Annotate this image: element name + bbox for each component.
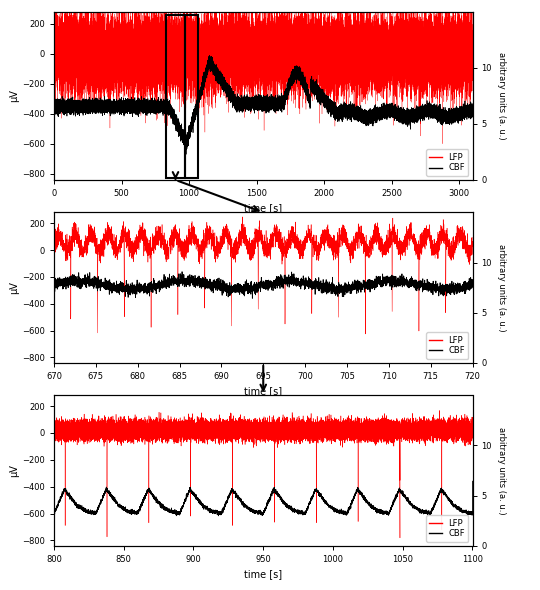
- Y-axis label: arbitrary units (a. u.): arbitrary units (a. u.): [497, 427, 506, 514]
- Y-axis label: µV: µV: [9, 90, 19, 102]
- X-axis label: time [s]: time [s]: [244, 386, 282, 396]
- Y-axis label: arbitrary units (a. u.): arbitrary units (a. u.): [497, 244, 506, 332]
- Legend: LFP, CBF: LFP, CBF: [426, 149, 468, 176]
- X-axis label: time [s]: time [s]: [244, 204, 282, 214]
- Bar: [166, 15, 185, 178]
- Y-axis label: µV: µV: [9, 464, 19, 477]
- Y-axis label: arbitrary units (a. u.): arbitrary units (a. u.): [497, 52, 506, 140]
- Legend: LFP, CBF: LFP, CBF: [426, 332, 468, 359]
- X-axis label: time [s]: time [s]: [244, 569, 282, 579]
- Legend: LFP, CBF: LFP, CBF: [426, 515, 468, 542]
- Bar: [185, 15, 199, 178]
- Y-axis label: µV: µV: [9, 281, 19, 294]
